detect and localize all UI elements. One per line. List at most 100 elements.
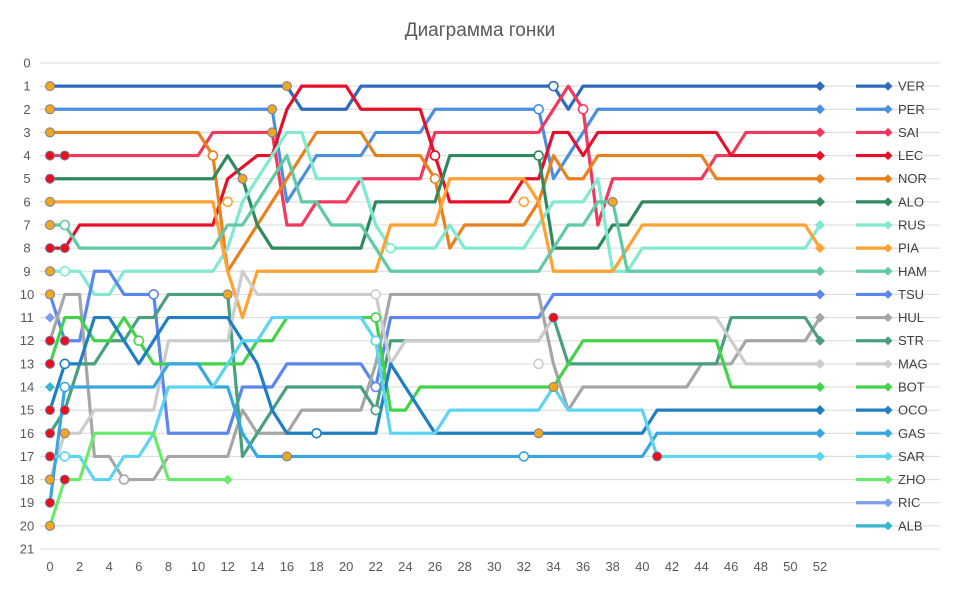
legend-item-lec[interactable]: LEC: [856, 148, 923, 163]
legend-label: SAR: [898, 449, 925, 464]
legend-item-nor[interactable]: NOR: [856, 171, 927, 186]
legend: VER PER SAI LEC NOR ALO RUS PIA HAM TSU HUL STR MAG B…: [856, 79, 928, 533]
event-marker-open: [133, 335, 145, 347]
legend-item-sai[interactable]: SAI: [856, 125, 919, 140]
x-tick-label: 10: [191, 559, 205, 574]
series-line-ver: [48, 84, 822, 111]
event-marker-gold: [45, 81, 55, 92]
legend-diamond-icon: [883, 382, 893, 392]
legend-label: GAS: [898, 426, 926, 441]
event-marker-open: [59, 451, 71, 462]
event-marker-gold: [45, 474, 55, 485]
series-line-sai: [48, 84, 822, 227]
legend-label: RIC: [898, 495, 920, 510]
event-marker-red: [45, 173, 55, 184]
legend-item-tsu[interactable]: TSU: [856, 287, 924, 302]
event-marker-gold: [45, 127, 55, 138]
legend-item-pia[interactable]: PIA: [856, 241, 919, 256]
legend-item-ham[interactable]: HAM: [856, 264, 927, 279]
event-marker-open: [370, 381, 382, 393]
series-end-marker-hul: [815, 312, 825, 323]
legend-diamond-icon: [883, 428, 893, 438]
event-marker-gold: [607, 196, 618, 207]
x-tick-label: 32: [517, 559, 531, 574]
legend-label: BOT: [898, 380, 925, 395]
y-tick-label: 10: [20, 287, 34, 302]
chart-title: Диаграмма гонки: [405, 20, 556, 41]
series-end-marker-str: [815, 335, 825, 346]
y-tick-label: 11: [20, 310, 34, 325]
legend-diamond-icon: [883, 81, 893, 91]
y-tick-label: 15: [20, 403, 34, 418]
y-tick-label: 2: [23, 102, 30, 117]
legend-item-sar[interactable]: SAR: [856, 449, 925, 464]
y-tick-label: 4: [23, 148, 30, 163]
legend-item-mag[interactable]: MAG: [856, 356, 928, 371]
legend-item-oco[interactable]: OCO: [856, 403, 928, 418]
series-end-marker-ric: [45, 312, 55, 323]
y-tick-label: 12: [20, 333, 34, 348]
legend-diamond-icon: [883, 405, 893, 415]
y-tick-label: 13: [20, 356, 34, 371]
legend-label: NOR: [898, 171, 927, 186]
legend-item-per[interactable]: PER: [856, 102, 925, 117]
event-marker-gold: [267, 104, 278, 115]
event-marker-open: [59, 381, 71, 393]
legend-label: RUS: [898, 218, 926, 233]
x-axis-ticks: 0 2 4 6 8 10 12 14 16 18 20 22 24 26 28 30 32 34 36 38 40 42 4…: [46, 559, 827, 574]
legend-label: TSU: [898, 287, 924, 302]
event-marker-gold: [45, 520, 55, 531]
event-marker-open: [370, 289, 382, 300]
event-marker-gold: [267, 127, 278, 138]
legend-item-bot[interactable]: BOT: [856, 380, 925, 395]
series-line-oco: [48, 315, 822, 435]
y-tick-label: 20: [20, 518, 34, 533]
legend-diamond-icon: [883, 336, 893, 346]
event-marker-red: [45, 451, 55, 462]
x-tick-label: 52: [813, 559, 827, 574]
legend-item-str[interactable]: STR: [856, 333, 924, 348]
event-marker-red: [45, 243, 55, 254]
legend-item-alo[interactable]: ALO: [856, 194, 924, 209]
legend-label: ALB: [898, 518, 923, 533]
legend-item-zho[interactable]: ZHO: [856, 472, 925, 487]
legend-label: HUL: [898, 310, 924, 325]
legend-item-alb[interactable]: ALB: [856, 518, 923, 533]
x-tick-label: 8: [165, 559, 172, 574]
legend-label: PER: [898, 102, 925, 117]
series-end-marker-bot: [815, 382, 825, 392]
event-marker-open: [59, 219, 71, 231]
event-marker-open: [118, 474, 130, 485]
x-tick-label: 26: [428, 559, 442, 574]
event-marker-red: [59, 150, 70, 161]
legend-diamond-icon: [883, 266, 893, 276]
x-tick-label: 24: [398, 559, 412, 574]
y-tick-label: 17: [20, 449, 34, 464]
series-end-marker-alb: [45, 382, 55, 392]
legend-label: OCO: [898, 403, 928, 418]
series-markers: [45, 80, 663, 531]
legend-item-gas[interactable]: GAS: [856, 426, 926, 441]
x-tick-label: 28: [457, 559, 471, 574]
series-line-hul: [48, 292, 822, 482]
event-marker-open: [429, 150, 441, 161]
x-tick-label: 50: [783, 559, 797, 574]
event-marker-red: [45, 358, 55, 369]
event-marker-gold: [281, 451, 292, 462]
event-marker-gold: [45, 220, 55, 230]
legend-item-ric[interactable]: RIC: [856, 495, 920, 510]
event-marker-open: [370, 312, 382, 323]
legend-diamond-icon: [883, 104, 893, 114]
series-line-gas: [48, 362, 822, 505]
series-end-marker-tsu: [815, 289, 825, 300]
legend-diamond-icon: [883, 359, 893, 369]
y-tick-label: 3: [23, 125, 30, 140]
legend-label: PIA: [898, 241, 919, 256]
legend-item-rus[interactable]: RUS: [856, 218, 926, 233]
series-end-marker-per: [815, 104, 825, 115]
legend-diamond-icon: [883, 313, 893, 323]
event-marker-gold: [45, 289, 55, 300]
event-marker-open: [385, 242, 396, 254]
legend-item-hul[interactable]: HUL: [856, 310, 924, 325]
legend-item-ver[interactable]: VER: [856, 79, 925, 94]
